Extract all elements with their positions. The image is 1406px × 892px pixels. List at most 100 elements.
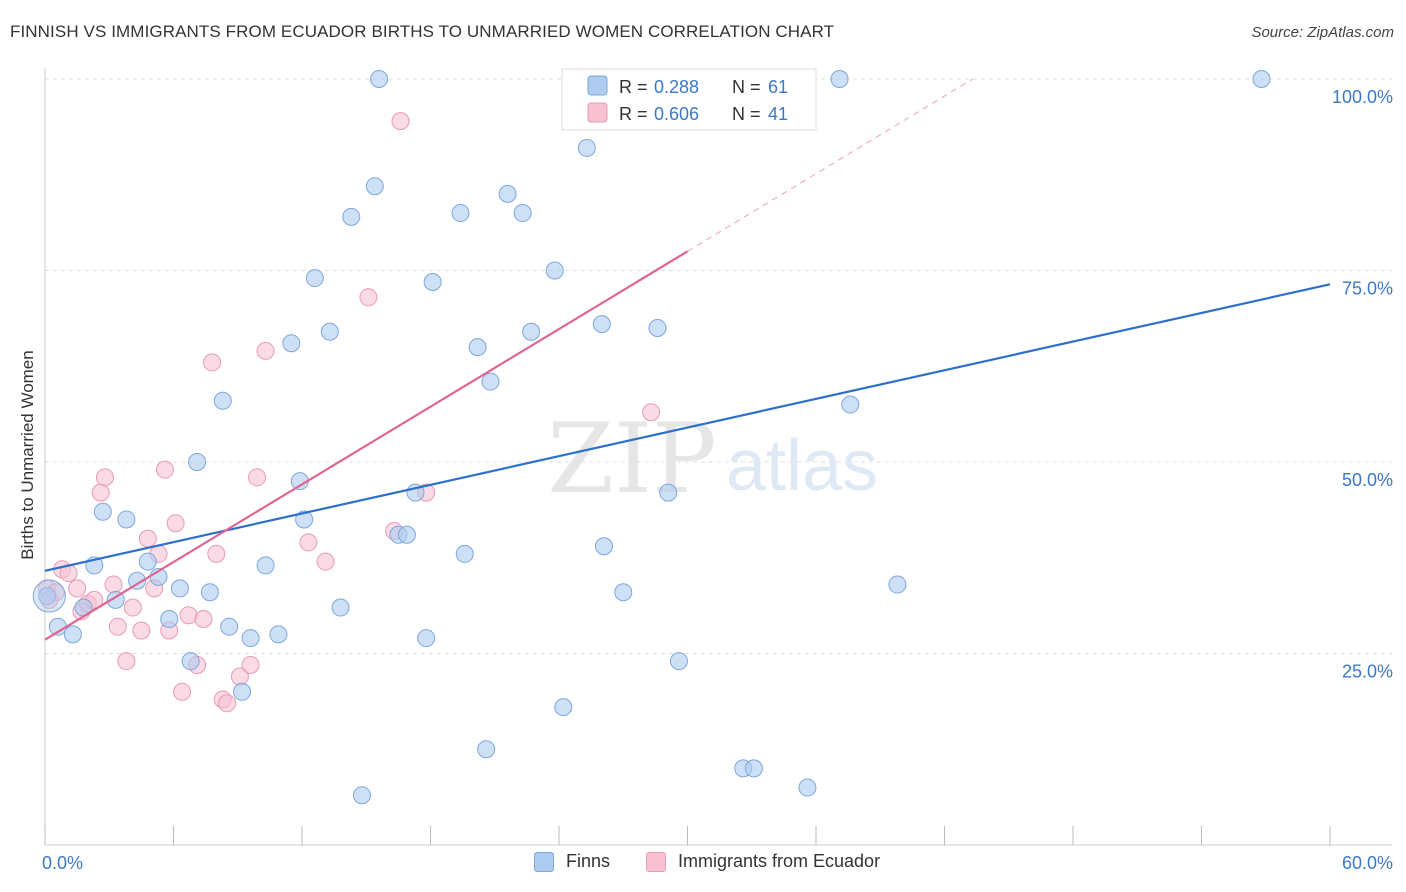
data-point-ecuador [359,288,378,307]
data-point-finns [522,322,541,341]
data-point-ecuador [108,617,127,636]
grid-lines [45,78,1392,654]
data-point-finns [213,391,232,410]
data-point-finns [554,698,573,717]
data-point-finns [170,579,189,598]
data-point-finns [1252,70,1271,88]
data-point-finns [188,453,207,471]
legend-ecuador-n-label: N = [732,104,761,124]
chart-title: FINNISH VS IMMIGRANTS FROM ECUADOR BIRTH… [10,22,835,41]
legend-finns-swatch-bottom [534,851,554,872]
data-point-ecuador [241,655,260,674]
data-point-finns [455,544,474,563]
data-point-finns [468,338,487,357]
legend-ecuador-r-label: R = [619,104,648,124]
x-tick-label: 60.0% [1342,853,1393,873]
data-point-ecuador [91,483,110,502]
legend-item-finns: Finns [534,851,610,872]
legend-bottom: Finns Immigrants from Ecuador [0,851,1406,879]
data-point-finns [423,272,442,291]
data-point-finns [798,778,817,797]
y-tick-label: 25.0% [1342,662,1393,682]
legend-ecuador-label: Immigrants from Ecuador [678,851,881,871]
data-point-ecuador [256,341,275,360]
legend-ecuador-n-value: 41 [768,104,788,124]
legend-ecuador-swatch-bottom [646,851,666,872]
data-point-ecuador [95,468,114,487]
data-point-finns [498,184,517,203]
data-point-ecuador [207,544,226,563]
data-point-finns [370,70,389,88]
data-point-finns [513,204,532,223]
data-point-ecuador [104,575,123,594]
data-point-finns [295,510,314,529]
legend-finns-r-value: 0.288 [654,77,699,97]
data-point-finns [342,207,361,226]
data-point-finns [648,318,667,337]
data-point-ecuador [173,682,192,701]
data-point-ecuador [166,514,185,533]
data-point-finns [451,204,470,223]
data-point-ecuador [299,533,318,552]
data-point-finns [592,315,611,334]
data-point-finns [888,575,907,594]
data-point-finns [331,598,350,617]
data-point-finns [181,652,200,671]
data-point-ecuador [179,606,198,625]
data-point-finns [577,138,596,157]
data-point-finns [220,617,239,636]
source-note: Source: ZipAtlas.com [1251,24,1394,41]
data-point-finns [93,502,112,521]
data-point-ecuador [132,621,151,640]
data-point-finns [417,629,436,648]
data-point-ecuador [642,403,661,422]
watermark-atlas: atlas [726,426,878,506]
legend-top: R = 0.288 N = 61 R = 0.606 N = 41 [561,68,817,131]
data-point-finns [160,610,179,629]
legend-finns-n-label: N = [732,77,761,97]
legend-item-ecuador: Immigrants from Ecuador [646,851,880,872]
watermark-zip: ZIP [547,403,716,515]
data-point-ecuador [117,652,136,671]
data-point-finns [365,177,384,196]
y-tick-label: 50.0% [1342,470,1393,490]
y-tick-label: 75.0% [1342,279,1393,299]
data-point-finns [63,625,82,644]
data-point-ecuador [218,694,237,713]
data-point-finns [282,334,301,353]
y-axis-label: Births to Unmarried Women [18,350,37,559]
data-point-cluster [32,579,66,613]
data-point-finns [305,269,324,288]
data-point-finns [659,483,678,502]
data-point-finns [841,395,860,414]
data-point-finns [830,70,849,88]
axes [44,68,1392,846]
data-point-finns [397,525,416,544]
data-point-finns [481,372,500,391]
trend-lines [44,78,1331,641]
data-point-finns [594,537,613,556]
legend-ecuador-r-value: 0.606 [654,104,699,124]
data-point-ecuador [194,610,213,629]
data-point-finns [138,552,157,571]
data-point-ecuador [123,598,142,617]
y-tick-label: 100.0% [1332,87,1393,107]
tick-labels: 25.0% 50.0% 75.0% 100.0% 0.0% 60.0% [42,87,1393,873]
data-point-finns [200,583,219,602]
data-point-finns [117,510,136,529]
trend-line-ecuador [44,250,689,641]
data-point-finns [128,571,147,590]
data-point-ecuador [155,460,174,479]
legend-finns-swatch [587,75,608,96]
data-point-finns [233,682,252,701]
trend-line-finns [44,283,1331,572]
data-point-ecuador [391,112,410,131]
data-point-finns [352,786,371,805]
data-point-ecuador [68,579,87,598]
legend-finns-label: Finns [566,851,611,871]
data-point-finns [545,261,564,280]
legend-ecuador-swatch [587,102,608,123]
data-point-finns [744,759,763,778]
data-point-ecuador [248,468,267,487]
